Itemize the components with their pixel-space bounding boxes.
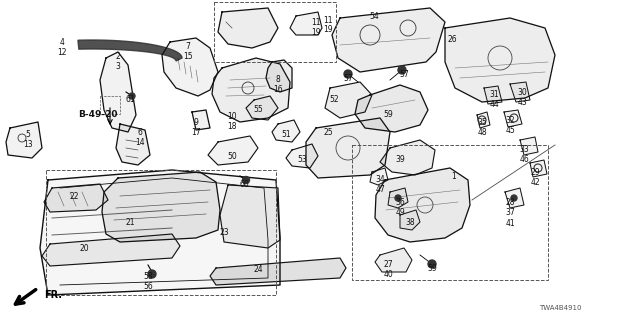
Text: 56: 56: [143, 282, 153, 291]
Text: 4
12: 4 12: [57, 38, 67, 57]
Text: 35
48: 35 48: [477, 118, 487, 137]
Text: 22: 22: [69, 192, 79, 201]
Polygon shape: [218, 8, 278, 48]
Polygon shape: [246, 96, 278, 120]
Text: 26: 26: [447, 35, 457, 44]
Text: 30
43: 30 43: [517, 88, 527, 108]
Polygon shape: [306, 118, 390, 178]
Text: 60: 60: [239, 180, 249, 189]
Polygon shape: [290, 12, 322, 35]
Polygon shape: [388, 188, 408, 208]
Text: 23: 23: [219, 228, 229, 237]
Text: 7
15: 7 15: [183, 42, 193, 61]
Polygon shape: [510, 82, 530, 102]
Polygon shape: [375, 248, 412, 272]
Text: 34
47: 34 47: [375, 175, 385, 194]
Polygon shape: [192, 110, 210, 130]
Polygon shape: [162, 38, 218, 96]
Text: 31
44: 31 44: [489, 90, 499, 109]
Text: 6
14: 6 14: [135, 128, 145, 148]
Polygon shape: [477, 112, 490, 128]
Text: 57: 57: [343, 74, 353, 83]
Text: 1: 1: [452, 172, 456, 181]
Circle shape: [428, 260, 436, 268]
Text: 10
18: 10 18: [227, 112, 237, 132]
Text: 29
42: 29 42: [530, 168, 540, 188]
Text: 27
40: 27 40: [383, 260, 393, 279]
Polygon shape: [370, 168, 388, 185]
Polygon shape: [355, 85, 428, 132]
Text: 58: 58: [143, 272, 153, 281]
Text: FR.: FR.: [44, 290, 62, 300]
Polygon shape: [332, 8, 445, 72]
Polygon shape: [325, 82, 372, 118]
Polygon shape: [220, 185, 280, 248]
Bar: [46, 170, 276, 295]
Polygon shape: [116, 124, 150, 165]
Text: 28
37
41: 28 37 41: [505, 198, 515, 228]
Text: 24: 24: [253, 265, 263, 274]
Text: 32
45: 32 45: [505, 116, 515, 135]
Text: 8
16: 8 16: [273, 75, 283, 94]
Text: 54: 54: [369, 12, 379, 21]
Text: 5
13: 5 13: [23, 130, 33, 149]
Polygon shape: [6, 122, 42, 158]
Circle shape: [511, 195, 517, 201]
Text: 36
49: 36 49: [395, 198, 405, 217]
Polygon shape: [286, 144, 318, 168]
Polygon shape: [380, 140, 435, 175]
Polygon shape: [505, 188, 524, 208]
Polygon shape: [445, 18, 555, 102]
Circle shape: [398, 66, 406, 74]
Text: 53: 53: [297, 155, 307, 164]
Polygon shape: [210, 258, 346, 285]
Circle shape: [148, 270, 156, 278]
Polygon shape: [272, 120, 300, 142]
Text: 9
17: 9 17: [191, 118, 201, 137]
Text: 61: 61: [125, 95, 135, 104]
Text: 51: 51: [281, 130, 291, 139]
Polygon shape: [44, 184, 108, 212]
Text: 59: 59: [383, 110, 393, 119]
Polygon shape: [40, 170, 280, 295]
Bar: [352, 145, 548, 280]
Polygon shape: [208, 136, 258, 165]
Polygon shape: [530, 160, 547, 177]
Text: 20: 20: [79, 244, 89, 253]
Text: 2
3: 2 3: [116, 52, 120, 71]
Bar: [214, 2, 336, 62]
Polygon shape: [375, 168, 470, 242]
Circle shape: [344, 70, 352, 78]
Polygon shape: [400, 210, 420, 230]
Polygon shape: [102, 172, 220, 242]
Polygon shape: [504, 110, 522, 127]
Text: 21: 21: [125, 218, 135, 227]
Text: 19: 19: [323, 25, 333, 34]
Polygon shape: [78, 40, 182, 61]
Text: 11: 11: [323, 16, 333, 25]
Circle shape: [395, 195, 401, 201]
Polygon shape: [520, 137, 538, 155]
Bar: [100, 96, 120, 114]
Text: 50: 50: [227, 152, 237, 161]
Text: 59: 59: [427, 264, 437, 273]
Text: 55: 55: [253, 105, 263, 114]
Text: 38: 38: [405, 218, 415, 227]
Polygon shape: [484, 86, 502, 104]
Polygon shape: [100, 52, 136, 132]
Circle shape: [243, 177, 250, 183]
Polygon shape: [266, 60, 292, 92]
Text: TWA4B4910: TWA4B4910: [539, 305, 581, 311]
Text: 52: 52: [329, 95, 339, 104]
Polygon shape: [212, 58, 290, 122]
Text: B-49-20: B-49-20: [78, 110, 118, 119]
Text: 33
46: 33 46: [519, 145, 529, 164]
Text: 57: 57: [399, 70, 409, 79]
Polygon shape: [42, 234, 180, 266]
Text: 39: 39: [395, 155, 405, 164]
Text: 25: 25: [323, 128, 333, 137]
Text: 11
19: 11 19: [311, 18, 321, 37]
Circle shape: [129, 93, 135, 99]
